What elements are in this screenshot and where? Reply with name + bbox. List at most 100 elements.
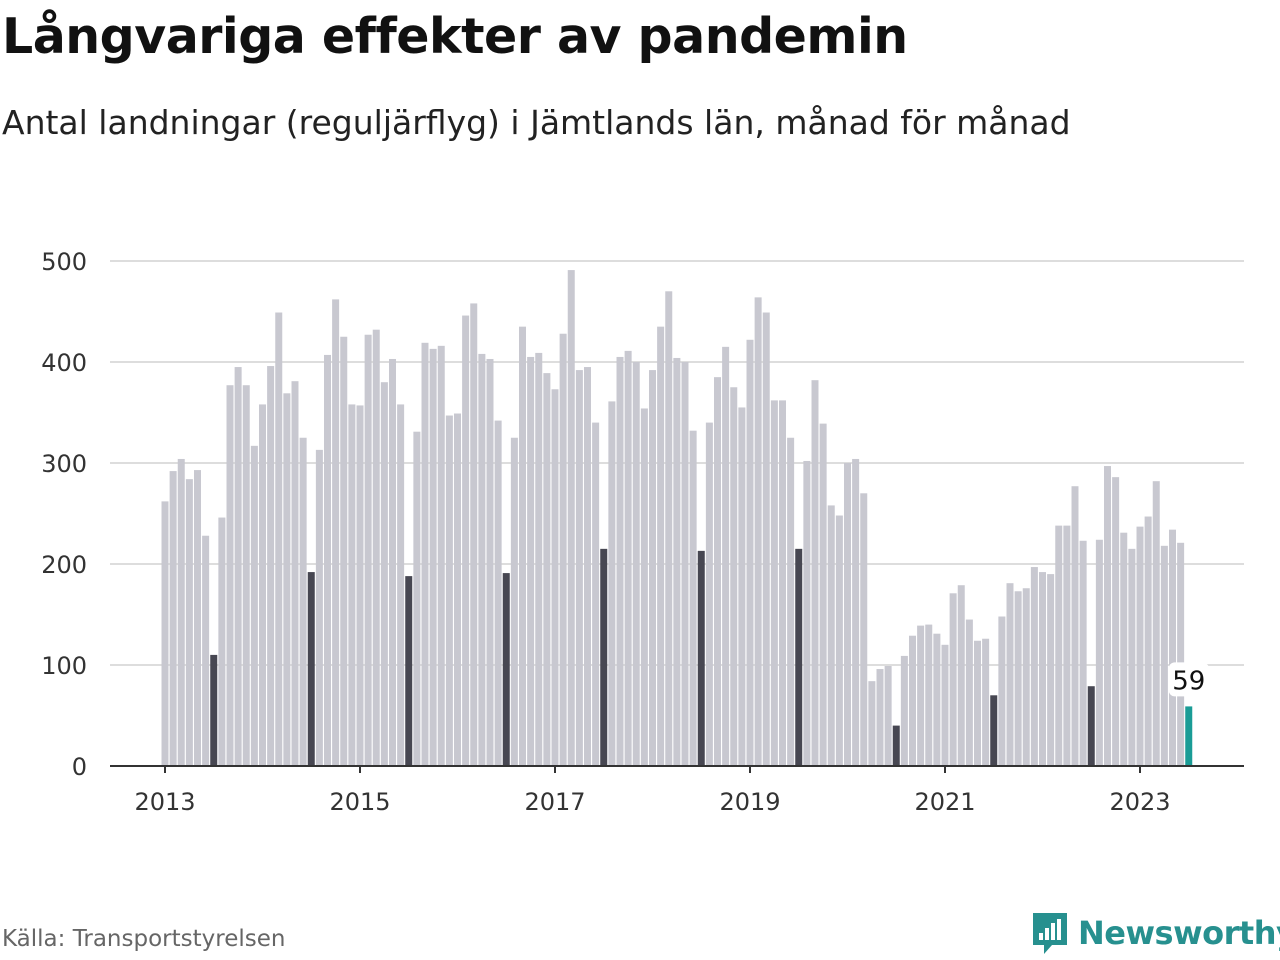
bar [852,458,860,766]
bar [356,405,364,766]
bar [640,408,648,766]
bar [714,377,721,766]
brand-name: Newsworthy [1078,914,1280,952]
bar [405,576,413,766]
bar [730,387,738,766]
bar-chart: 0 100 200 300 400 500 2013 2015 2017 2019 2021 202… [41,248,1244,816]
bar [844,463,851,766]
x-axis-labels: 2013 2015 2017 2019 2021 2023 [134,788,1170,816]
bar [1128,548,1136,766]
bar [892,725,900,766]
bar [738,407,746,766]
bar [998,616,1006,766]
bar [1063,525,1071,766]
bar [1152,481,1160,766]
bar [868,681,876,766]
y-tick-label: 100 [41,652,87,680]
bar [413,431,421,766]
bar [681,362,689,766]
bar [283,393,291,766]
bar [1039,572,1046,766]
bar [860,493,868,766]
bar [722,346,730,766]
bar [478,353,486,766]
bar [519,326,526,766]
bar [397,404,405,766]
bar [234,367,242,766]
bar [267,366,275,766]
bar [551,389,559,766]
bar [494,420,502,766]
newsworthy-logo[interactable]: Newsworthy [1030,908,1280,958]
bar [177,458,185,766]
bar [194,470,201,766]
bar [957,585,965,766]
bar [1112,477,1120,766]
bar [470,303,478,766]
bar [1047,574,1055,766]
bar [835,515,843,766]
bar [900,655,908,766]
bar [226,385,234,766]
bar [250,445,258,766]
bar [1022,588,1030,766]
y-tick-label: 200 [41,551,87,579]
bar [624,350,632,766]
bar [600,548,608,766]
bar [1185,706,1193,766]
bar [340,336,348,766]
bar [705,422,713,766]
bar [746,339,754,766]
bar [332,299,340,766]
newsworthy-icon [1033,913,1067,954]
bar [819,423,827,766]
x-tick-label: 2023 [1109,788,1170,816]
bar [697,550,705,766]
bar [925,624,933,766]
bar [1144,516,1152,766]
bar [1104,466,1111,766]
bar [324,354,331,766]
bar [169,471,177,766]
bar [933,633,941,766]
bar [567,270,575,766]
x-tick-label: 2017 [524,788,585,816]
bar [291,381,299,766]
annotation-bg [1168,662,1209,697]
bar [827,505,835,766]
bar [941,644,949,766]
bar [185,479,193,766]
bar [348,404,356,766]
bar [315,449,323,766]
x-tick-label: 2021 [914,788,975,816]
bar [242,385,250,766]
bar [608,401,616,766]
bar [575,370,583,766]
bar [990,695,998,766]
bar [1071,486,1079,766]
bar [389,358,396,766]
bar [1160,545,1168,766]
bar [974,640,981,766]
bar [876,669,884,766]
bar [445,415,453,766]
bar [510,437,518,766]
bar [364,334,372,766]
bar [1055,525,1063,766]
bar [1014,591,1022,766]
bar [965,619,973,766]
bar [909,635,916,766]
bar [665,291,673,766]
bar [1006,583,1014,766]
bar [161,501,169,766]
bar [770,400,778,766]
bar [210,654,218,766]
y-tick-label: 400 [41,349,87,377]
source-note: Källa: Transportstyrelsen [2,926,286,952]
bar [884,666,892,766]
bar [1087,686,1095,766]
bar [372,329,380,766]
bar [649,370,656,766]
bar [559,333,567,766]
bar [982,638,990,766]
